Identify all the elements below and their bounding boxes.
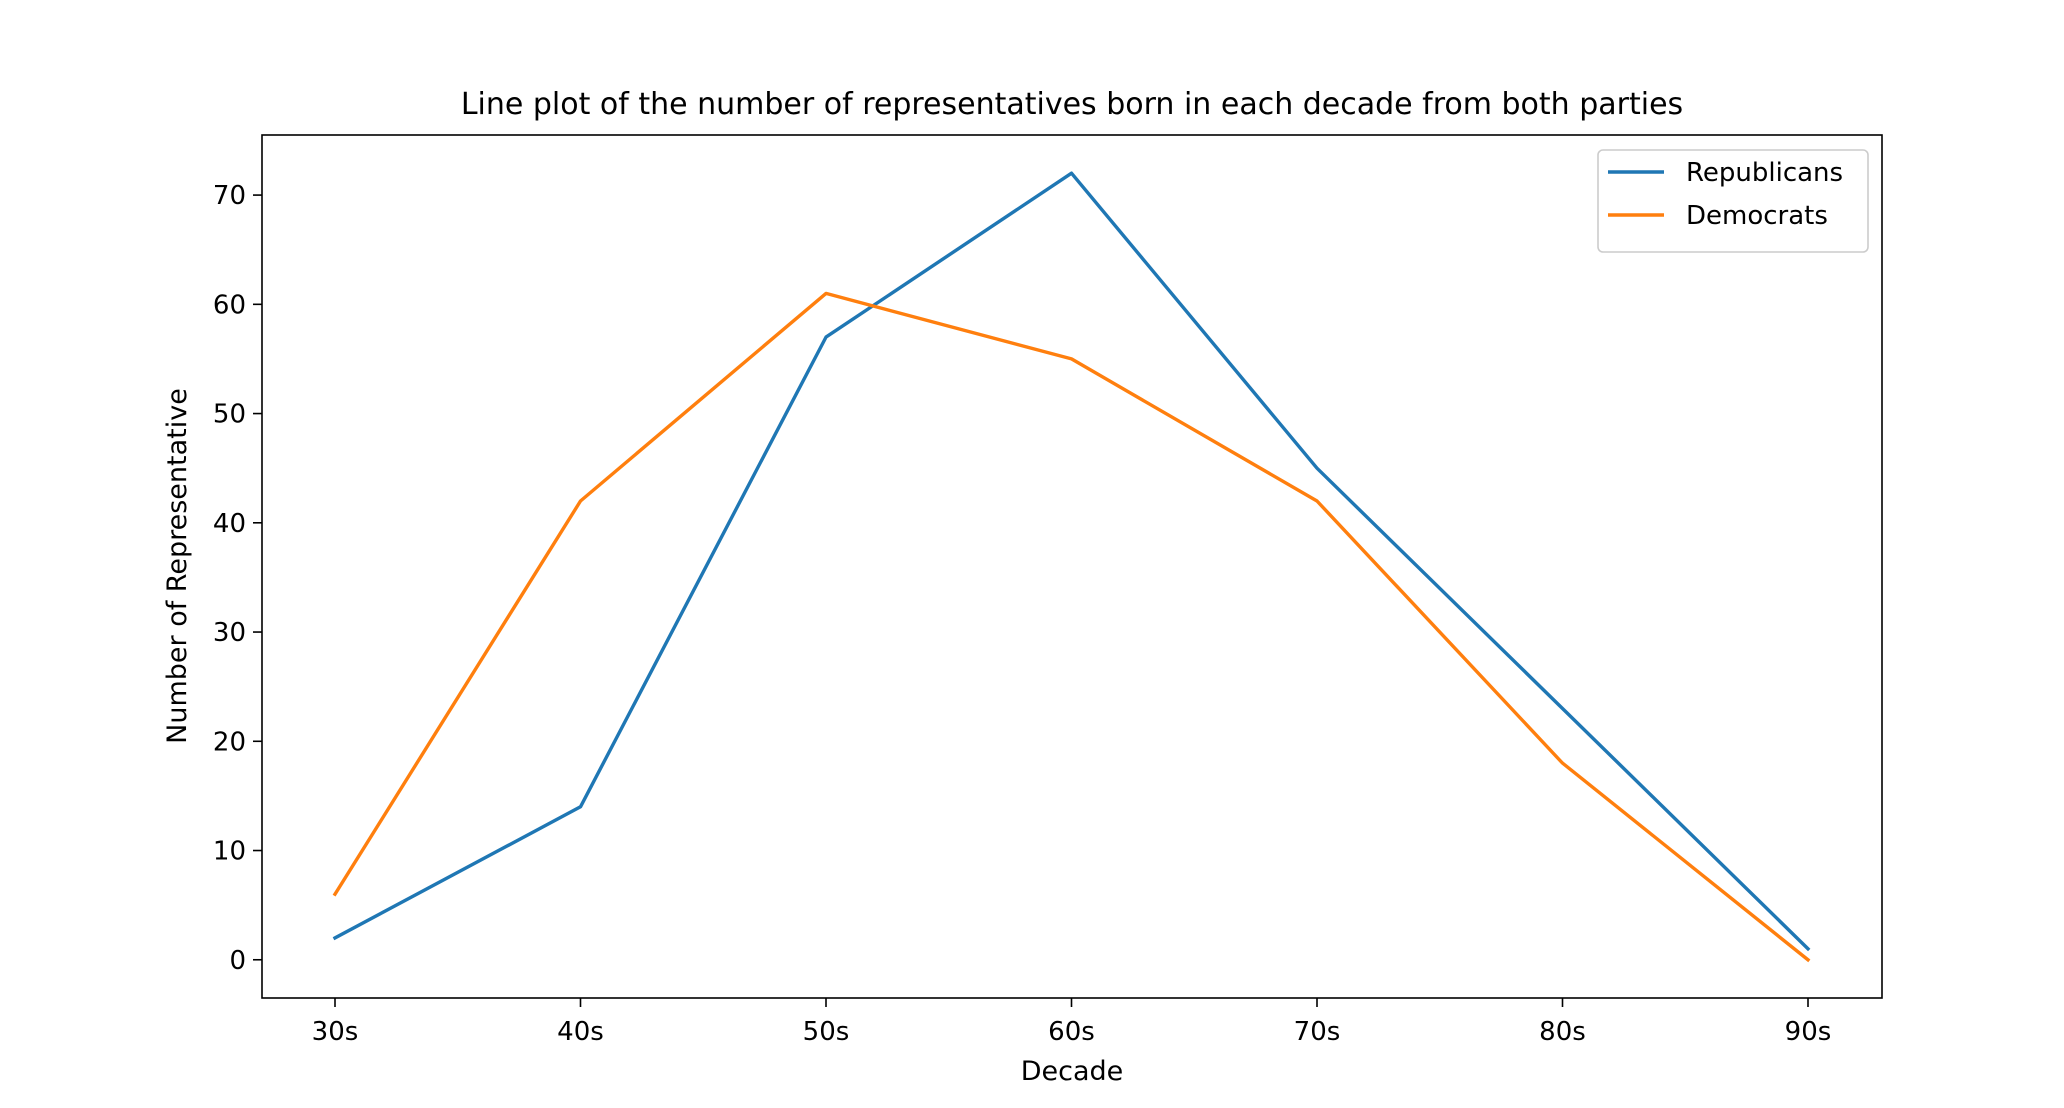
x-tick-label: 30s bbox=[312, 1017, 359, 1047]
y-tick-label: 30 bbox=[213, 618, 246, 648]
legend-label: Democrats bbox=[1686, 201, 1828, 231]
plot-area: 30s 40s 50s 60s 70s 80s 90s 0 10 20 30 40 50 60 70 bbox=[213, 171, 1832, 1047]
legend: Republicans Democrats bbox=[1597, 149, 1869, 253]
x-tick-label: 60s bbox=[1048, 1017, 1095, 1047]
y-tick-label: 0 bbox=[229, 946, 246, 976]
x-tick-label: 50s bbox=[803, 1017, 850, 1047]
x-tick-label: 80s bbox=[1539, 1017, 1586, 1047]
series-line-republicans bbox=[332, 171, 1811, 952]
y-tick-label: 50 bbox=[213, 400, 246, 430]
y-tick-label: 60 bbox=[213, 290, 246, 320]
y-axis-label: Number of Representative bbox=[162, 388, 193, 744]
legend-label: Republicans bbox=[1686, 158, 1843, 188]
x-tick-label: 90s bbox=[1785, 1017, 1832, 1047]
x-tick-label: 70s bbox=[1294, 1017, 1341, 1047]
legend-box bbox=[1597, 149, 1869, 253]
chart-title: Line plot of the number of representativ… bbox=[461, 87, 1683, 122]
y-tick-label: 40 bbox=[213, 509, 246, 539]
y-tick-label: 70 bbox=[213, 181, 246, 211]
axes-frame bbox=[261, 134, 1883, 999]
y-tick-label: 20 bbox=[213, 727, 246, 757]
series-line-democrats bbox=[332, 291, 1811, 963]
x-tick-label: 40s bbox=[557, 1017, 604, 1047]
x-axis-label: Decade bbox=[1021, 1056, 1124, 1087]
y-tick-label: 10 bbox=[213, 837, 246, 867]
